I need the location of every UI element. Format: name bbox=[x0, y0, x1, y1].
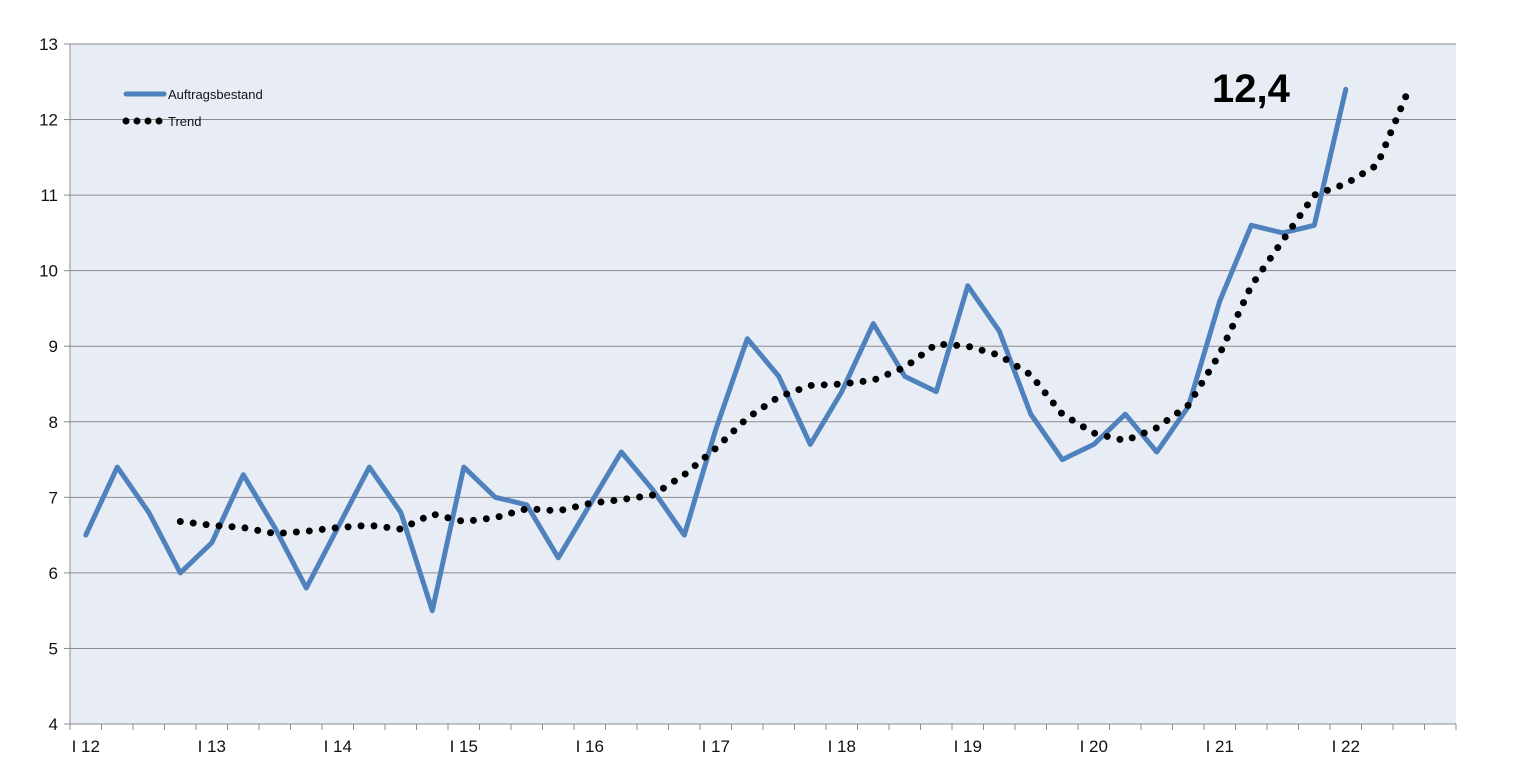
y-tick-label: 13 bbox=[39, 35, 58, 54]
x-tick-label: I 12 bbox=[72, 737, 100, 756]
x-tick-label: I 22 bbox=[1332, 737, 1360, 756]
x-tick-label: I 21 bbox=[1206, 737, 1234, 756]
legend-label-auftragsbestand: Auftragsbestand bbox=[168, 87, 263, 102]
y-tick-label: 6 bbox=[49, 564, 58, 583]
x-tick-label: I 15 bbox=[450, 737, 478, 756]
y-axis-tick-labels: 4 5 6 7 8 9 10 11 12 13 bbox=[39, 35, 58, 734]
x-tick-label: I 17 bbox=[702, 737, 730, 756]
series-lines bbox=[83, 85, 1413, 614]
axes bbox=[64, 43, 1457, 730]
annotation-latest-value: 12,4 bbox=[1212, 67, 1291, 111]
y-tick-label: 4 bbox=[49, 715, 58, 734]
legend: Auftragsbestand Trend bbox=[122, 87, 263, 129]
x-tick-label: I 19 bbox=[954, 737, 982, 756]
legend-label-trend: Trend bbox=[168, 114, 201, 129]
y-tick-label: 8 bbox=[49, 413, 58, 432]
x-tick-label: I 20 bbox=[1080, 737, 1108, 756]
y-tick-label: 5 bbox=[49, 639, 58, 658]
x-tick-label: I 13 bbox=[198, 737, 226, 756]
series-line-trend bbox=[176, 85, 1413, 538]
series-line-auftragsbestand bbox=[83, 86, 1349, 614]
x-tick-label: I 16 bbox=[576, 737, 604, 756]
y-tick-label: 11 bbox=[40, 186, 58, 205]
x-axis-tick-labels: I 12 I 13 I 14 I 15 I 16 I 17 I 18 I 19 I 20 I 21… bbox=[72, 737, 1360, 756]
plot-area bbox=[70, 44, 1456, 724]
y-tick-label: 7 bbox=[49, 488, 58, 507]
x-tick-label: I 14 bbox=[324, 737, 352, 756]
y-tick-label: 12 bbox=[39, 111, 58, 130]
x-tick-label: I 18 bbox=[828, 737, 856, 756]
y-tick-label: 9 bbox=[49, 337, 58, 356]
y-tick-label: 10 bbox=[39, 262, 58, 281]
